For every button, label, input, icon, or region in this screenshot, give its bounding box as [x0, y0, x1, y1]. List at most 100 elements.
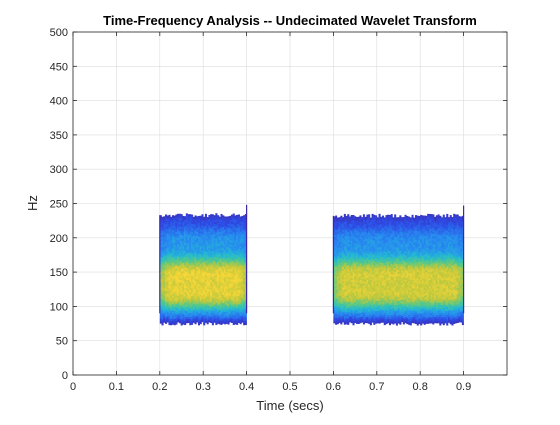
tf-cell [380, 318, 382, 320]
tf-cell [205, 222, 207, 224]
tf-cell [186, 247, 188, 249]
tf-cell [172, 287, 174, 289]
tf-cell [339, 251, 341, 253]
tf-cell [181, 268, 183, 270]
tf-cell [172, 281, 174, 283]
tf-cell [181, 321, 183, 323]
tf-cell [188, 228, 190, 230]
tf-cell [401, 252, 403, 254]
tf-cell [384, 310, 386, 312]
tf-cell [398, 266, 400, 268]
tf-cell [177, 299, 179, 301]
tf-cell [182, 219, 184, 221]
tf-cell [184, 263, 186, 265]
tf-cell [346, 279, 348, 281]
tf-cell [394, 214, 396, 216]
tf-cell [351, 230, 353, 232]
tf-cell [212, 216, 214, 218]
tf-cell [215, 226, 217, 228]
tf-cell [335, 259, 337, 261]
tf-cell [196, 225, 198, 227]
tf-cell [405, 251, 407, 253]
tf-cell [406, 287, 408, 289]
tf-cell [195, 312, 197, 314]
tf-cell [361, 265, 363, 267]
tf-cell [356, 278, 358, 280]
tf-cell [372, 296, 374, 298]
tf-cell [222, 309, 224, 311]
tf-cell [372, 298, 374, 300]
tf-cell [379, 290, 381, 292]
tf-cell [217, 272, 219, 274]
tf-cell [212, 304, 214, 306]
tf-cell [226, 299, 228, 301]
tf-cell [172, 291, 174, 293]
tf-cell [384, 261, 386, 263]
tf-cell [358, 239, 360, 241]
tf-cell [179, 243, 181, 245]
tf-cell [238, 236, 240, 238]
tf-cell [243, 249, 245, 251]
tf-cell [167, 306, 169, 308]
tf-cell [344, 277, 346, 279]
tf-cell [342, 260, 344, 262]
tf-cell [201, 252, 203, 254]
tf-cell [167, 302, 169, 304]
tf-cell [399, 252, 401, 254]
tf-cell [231, 222, 233, 224]
tf-cell [389, 282, 391, 284]
tf-cell [210, 278, 212, 280]
tf-cell [337, 254, 339, 256]
tf-cell [240, 262, 242, 264]
tf-cell [399, 308, 401, 310]
tf-cell [361, 312, 363, 314]
tf-cell [205, 279, 207, 281]
tf-cell [358, 256, 360, 258]
tf-cell [165, 233, 167, 235]
tf-cell [163, 230, 165, 232]
tf-cell [389, 296, 391, 298]
tf-cell [344, 300, 346, 302]
tf-cell [396, 311, 398, 313]
tf-cell [380, 246, 382, 248]
tf-cell [224, 316, 226, 318]
tf-cell [196, 223, 198, 225]
tf-cell [363, 252, 365, 254]
tf-cell [403, 285, 405, 287]
tf-cell [226, 274, 228, 276]
tf-cell [188, 279, 190, 281]
tf-cell [398, 284, 400, 286]
tf-cell [365, 294, 367, 296]
tf-cell [217, 297, 219, 299]
tf-cell [200, 281, 202, 283]
tf-cell [352, 296, 354, 298]
tf-cell [200, 291, 202, 293]
tf-cell [394, 220, 396, 222]
tf-cell [354, 294, 356, 296]
tf-cell [379, 270, 381, 272]
tf-cell [354, 319, 356, 321]
tf-cell [221, 230, 223, 232]
tf-cell [167, 291, 169, 293]
tf-cell [337, 252, 339, 254]
tf-cell [217, 239, 219, 241]
tf-cell [175, 260, 177, 262]
tf-cell [356, 262, 358, 264]
tf-cell [401, 309, 403, 311]
tf-cell [200, 266, 202, 268]
tf-cell [217, 282, 219, 284]
tf-cell [208, 304, 210, 306]
tf-cell [168, 232, 170, 234]
tf-cell [217, 260, 219, 262]
tf-cell [405, 288, 407, 290]
tf-cell [184, 308, 186, 310]
tf-cell [208, 219, 210, 221]
tf-cell [339, 292, 341, 294]
tf-cell [358, 291, 360, 293]
tf-cell [224, 287, 226, 289]
tf-cell [387, 290, 389, 292]
tf-cell [226, 276, 228, 278]
tf-cell [196, 240, 198, 242]
tf-cell [352, 267, 354, 269]
tf-cell [198, 311, 200, 313]
